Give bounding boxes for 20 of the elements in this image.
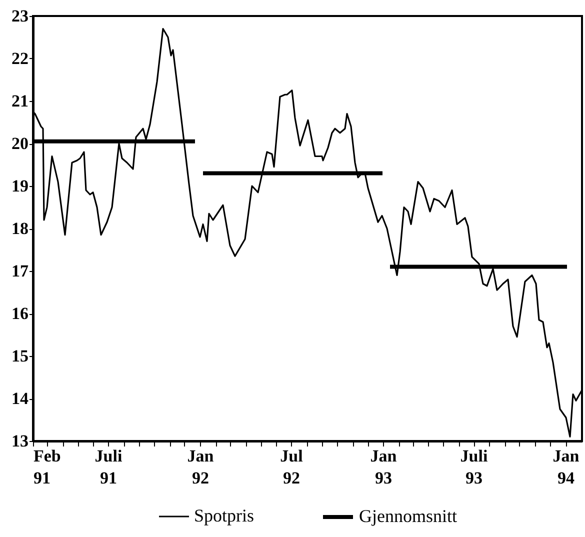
y-tick-label: 19 bbox=[12, 176, 28, 196]
y-tick-label: 17 bbox=[12, 262, 29, 280]
legend-label: Spotpris bbox=[194, 506, 254, 526]
y-tick-label: 14 bbox=[12, 389, 29, 408]
y-tick-label: 13 bbox=[12, 432, 28, 450]
y-tick-label: 16 bbox=[12, 304, 28, 323]
legend-label: Gjennomsnitt bbox=[359, 506, 457, 526]
y-tick-label: 22 bbox=[12, 49, 28, 68]
x-tick-label: Jul 92 bbox=[280, 446, 304, 488]
x-tick-label: Jan 93 bbox=[370, 446, 398, 488]
y-tick-label: 20 bbox=[12, 134, 28, 153]
y-tick-label: 23 bbox=[12, 6, 28, 26]
x-tick-label: Feb 91 bbox=[34, 446, 61, 488]
y-tick-label: 18 bbox=[12, 219, 28, 238]
x-tick-label: Jan 92 bbox=[187, 446, 214, 488]
y-tick-label: 15 bbox=[12, 346, 28, 366]
y-tick-label: 21 bbox=[12, 92, 28, 110]
x-tick-label: Jan 94 bbox=[552, 446, 580, 488]
x-tick-label: Juli 93 bbox=[460, 446, 488, 488]
x-tick-label: Juli 91 bbox=[94, 446, 122, 488]
